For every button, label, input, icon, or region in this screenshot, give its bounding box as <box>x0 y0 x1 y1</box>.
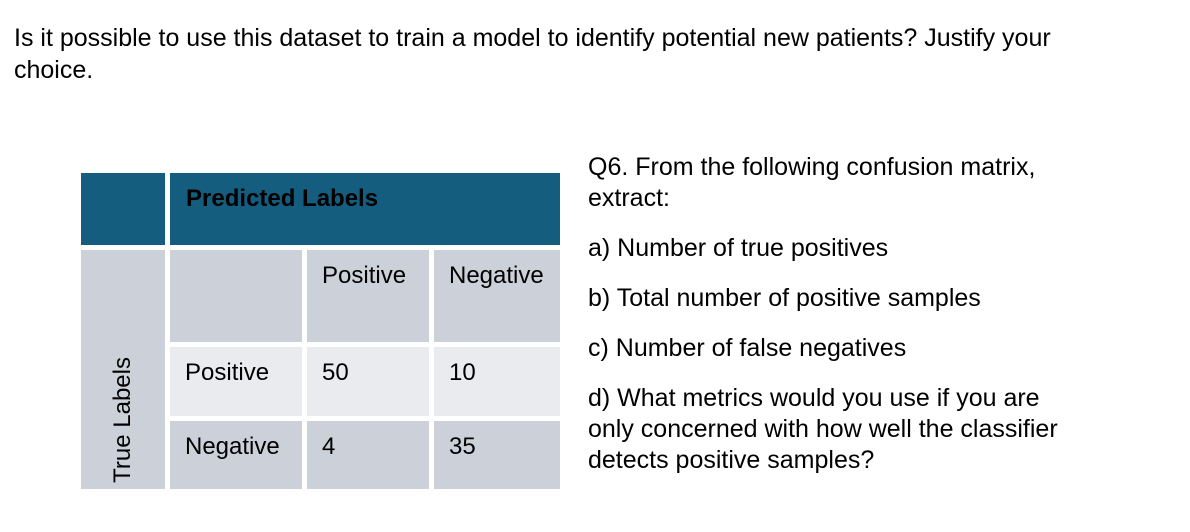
true-labels-vertical-text: True Labels <box>109 357 136 483</box>
row-header-negative: Negative <box>170 421 302 489</box>
confusion-matrix-table: Predicted Labels True Labels Positive Ne… <box>81 173 560 489</box>
q6-item-b: b) Total number of positive samples <box>588 284 981 312</box>
q6-item-d: d) What metrics would you use if you are… <box>588 384 1058 474</box>
q6-item-a: a) Number of true positives <box>588 234 889 262</box>
cell-false-negative-value: 10 <box>434 347 560 416</box>
q6-item-c: c) Number of false negatives <box>588 334 907 362</box>
cell-false-positive-value: 4 <box>307 421 429 489</box>
row-header-positive: Positive <box>170 347 302 416</box>
col-header-negative: Negative <box>434 250 560 342</box>
intro-question-text: Is it possible to use this dataset to tr… <box>14 24 1051 84</box>
cell-true-positive-value: 50 <box>307 347 429 416</box>
table-corner-cell <box>81 173 165 245</box>
col-header-positive: Positive <box>307 250 429 342</box>
q6-question-block: Q6. From the following confusion matrix,… <box>588 152 1083 495</box>
predicted-labels-header: Predicted Labels <box>170 173 560 245</box>
q6-intro-text: Q6. From the following confusion matrix,… <box>588 153 1036 212</box>
cell-true-negative-value: 35 <box>434 421 560 489</box>
subheader-spacer-cell <box>170 250 302 342</box>
true-labels-header: True Labels <box>81 250 165 489</box>
